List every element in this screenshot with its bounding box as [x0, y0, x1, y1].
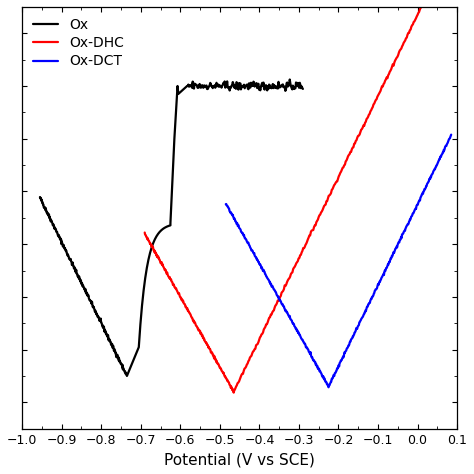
Ox — [300, 86, 306, 92]
X-axis label: Potential (V vs SCE): Potential (V vs SCE) — [164, 452, 315, 467]
Ox-DHC — [231, 390, 237, 395]
Ox-DHC — [291, 266, 296, 272]
Ox-DHC — [361, 123, 367, 128]
Ox — [279, 83, 284, 89]
Ox — [287, 77, 292, 82]
Line: Ox-DHC: Ox-DHC — [145, 7, 421, 392]
Ox-DCT — [326, 384, 331, 390]
Ox — [101, 325, 107, 331]
Ox-DCT — [268, 281, 273, 287]
Ox-DCT — [262, 269, 267, 275]
Ox-DHC — [369, 106, 375, 111]
Ox — [125, 372, 130, 378]
Ox — [37, 194, 43, 200]
Legend: Ox, Ox-DHC, Ox-DCT: Ox, Ox-DHC, Ox-DCT — [29, 14, 128, 73]
Line: Ox-DCT: Ox-DCT — [226, 135, 451, 387]
Ox-DHC — [311, 224, 317, 230]
Ox-DCT — [365, 304, 370, 310]
Ox-DHC — [275, 298, 281, 303]
Ox — [93, 310, 99, 316]
Ox-DCT — [223, 201, 228, 207]
Ox — [110, 345, 116, 351]
Ox — [124, 373, 130, 379]
Line: Ox: Ox — [40, 80, 303, 376]
Ox-DCT — [448, 132, 454, 137]
Ox-DCT — [318, 370, 324, 375]
Ox-DHC — [419, 4, 424, 10]
Ox — [46, 215, 52, 221]
Ox-DCT — [393, 245, 399, 251]
Ox-DCT — [437, 156, 443, 162]
Ox-DHC — [142, 230, 147, 236]
Ox-DHC — [286, 275, 292, 281]
